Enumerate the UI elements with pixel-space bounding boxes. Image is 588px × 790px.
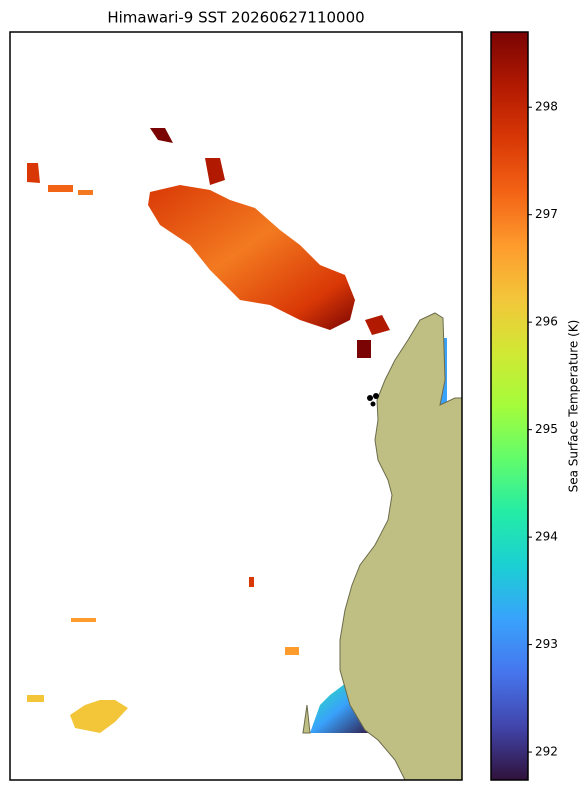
- map-frame: [9, 31, 463, 781]
- sst-patch: [71, 618, 96, 622]
- sst-patch: [27, 163, 40, 183]
- island: [373, 393, 379, 399]
- sst-patch: [70, 700, 128, 733]
- colorbar-tick-label: 296: [535, 315, 558, 329]
- sst-patch: [78, 190, 93, 195]
- sst-patch: [150, 128, 173, 143]
- island: [370, 401, 376, 407]
- land: [302, 704, 311, 734]
- sst-patch: [285, 647, 299, 655]
- sst-patch: [27, 695, 44, 702]
- island: [367, 395, 373, 401]
- sst-patch: [48, 185, 73, 192]
- colorbar-tick-label: 297: [535, 207, 558, 221]
- colorbar-label: Sea Surface Temperature (K): [567, 320, 581, 493]
- colorbar-tick-label: 294: [535, 530, 558, 544]
- colorbar: [490, 31, 529, 781]
- sst-patch: [357, 340, 371, 358]
- sst-patch: [205, 158, 225, 185]
- map: [27, 128, 462, 780]
- sst-patch: [249, 577, 254, 587]
- colorbar-tick-label: 293: [535, 637, 558, 651]
- sst-patch: [365, 315, 390, 335]
- sst-patch: [148, 185, 355, 330]
- colorbar-tick-label: 295: [535, 422, 558, 436]
- colorbar-tick-label: 298: [535, 100, 558, 114]
- land: [339, 312, 462, 780]
- colorbar-tick-label: 292: [535, 745, 558, 759]
- chart-title: Himawari-9 SST 20260627110000: [107, 9, 364, 27]
